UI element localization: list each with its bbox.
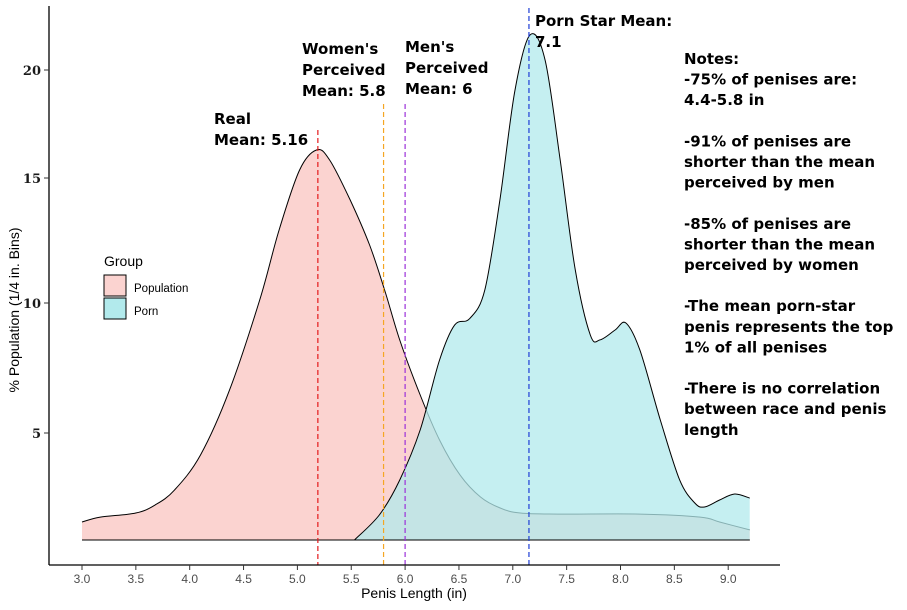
notes-line: length: [684, 421, 739, 439]
notes-line: 4.4-5.8 in: [684, 91, 764, 109]
notes-line: -91% of penises are: [684, 132, 851, 150]
legend-title: Group: [104, 253, 143, 269]
annotation-porn-star-mean: Porn Star Mean: 7.1: [535, 12, 677, 51]
x-tick-label: 8.0: [612, 572, 629, 586]
area-population: [82, 149, 750, 540]
notes-line: -75% of penises are:: [684, 71, 857, 89]
x-tick-label: 6.0: [397, 572, 414, 586]
x-tick-label: 3.0: [74, 572, 91, 586]
density-areas: [81, 33, 750, 541]
notes-line: 1% of all penises: [684, 338, 827, 356]
x-ticks: 3.0 3.5 4.0 4.5 5.0 5.5 6.0 6.5 7.0 7.5 8.0 8.5 9.0: [74, 565, 737, 586]
y-tick-label: 15: [23, 172, 41, 187]
y-tick-label: 10: [23, 297, 41, 312]
x-tick-label: 9.0: [720, 572, 737, 586]
legend-key-porn: [103, 297, 127, 320]
y-axis-title: % Population (1/4 in. Bins): [6, 228, 22, 393]
curve-porn: [354, 33, 750, 541]
notes-text: Notes: -75% of penises are: 4.4-5.8 in -91%…: [684, 50, 894, 439]
x-tick-label: 7.0: [504, 572, 521, 586]
x-tick-label: 8.5: [666, 572, 683, 586]
annotation-men-perceived-mean: Men's Perceived Mean: 6: [405, 38, 494, 98]
mean-lines: [317, 8, 530, 565]
y-tick-label: 20: [23, 64, 41, 79]
notes-line: perceived by men: [684, 174, 835, 192]
y-ticks: 5 10 15 20: [23, 64, 49, 442]
x-axis-title: Penis Length (in): [361, 585, 467, 601]
legend-key-population: [103, 274, 127, 297]
notes-line: shorter than the mean: [684, 153, 875, 171]
y-tick-label: 5: [32, 427, 41, 442]
x-tick-label: 4.0: [181, 572, 198, 586]
x-tick-label: 3.5: [128, 572, 145, 586]
annotation-women-perceived-mean: Women's Perceived Mean: 5.8: [302, 40, 391, 100]
mean-annotations: Real Mean: 5.16 Women's Perceived Mean: …: [214, 12, 677, 149]
legend: Group Population Porn: [103, 253, 188, 320]
notes-title: Notes:: [684, 50, 739, 68]
annotation-real-mean: Real Mean: 5.16: [214, 110, 308, 149]
x-tick-label: 5.0: [289, 572, 306, 586]
notes-line: -There is no correlation: [684, 380, 880, 398]
x-tick-label: 4.5: [235, 572, 252, 586]
x-tick-label: 7.5: [558, 572, 575, 586]
area-porn: [354, 33, 750, 540]
notes-line: between race and penis: [684, 400, 886, 418]
notes-line: shorter than the mean: [684, 235, 875, 253]
notes-line: perceived by women: [684, 256, 859, 274]
x-tick-label: 6.5: [451, 572, 468, 586]
x-tick-label: 5.5: [343, 572, 360, 586]
notes-line: penis represents the top: [684, 318, 894, 336]
legend-label-porn: Porn: [134, 306, 158, 318]
legend-label-population: Population: [134, 283, 188, 295]
notes-line: -85% of penises are: [684, 215, 851, 233]
notes-line: -The mean porn-star: [684, 297, 856, 315]
axes: [48, 6, 780, 566]
